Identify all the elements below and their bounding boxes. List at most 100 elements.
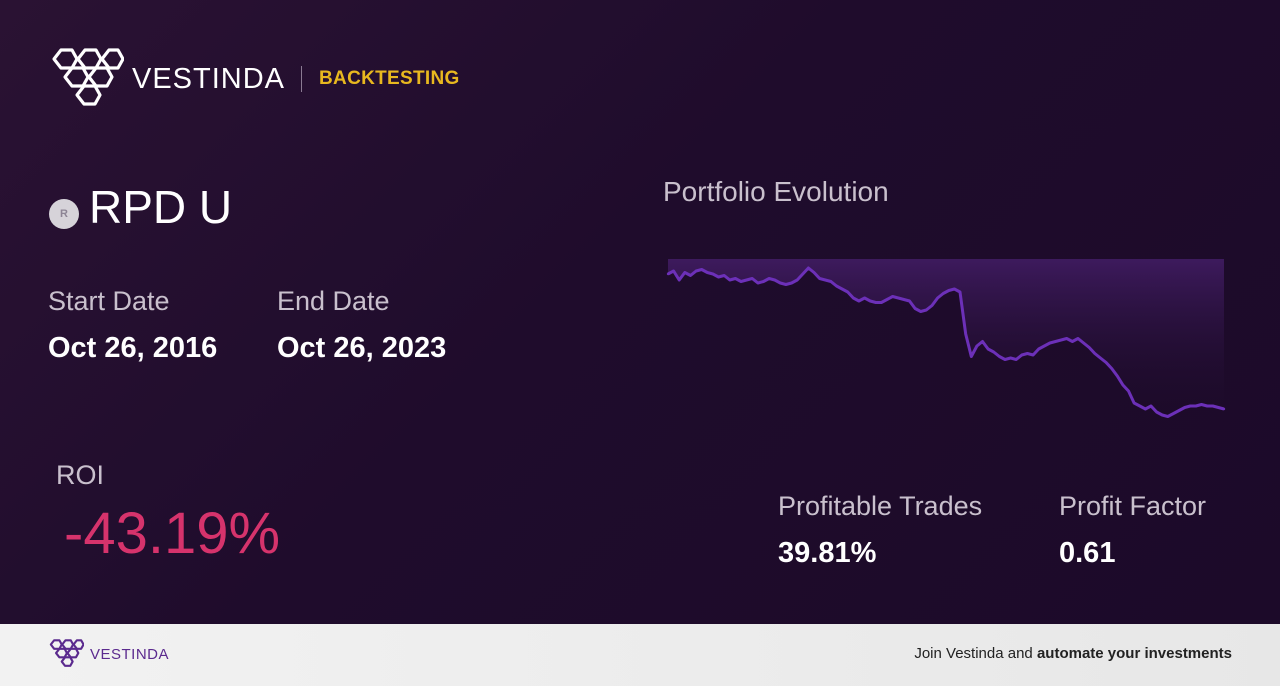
chart-point — [1003, 358, 1007, 361]
chart-point — [1099, 356, 1102, 360]
chart-point — [992, 350, 995, 354]
chart-point — [874, 301, 877, 304]
asset-ticker: RPD U — [89, 181, 233, 233]
chart-point — [1194, 404, 1198, 408]
chart-point — [897, 296, 900, 300]
chart-point — [1132, 401, 1136, 405]
chart-point — [1026, 352, 1029, 355]
end-date-value: Oct 26, 2023 — [277, 332, 447, 364]
chart-point — [1076, 337, 1080, 340]
start-date-value: Oct 26, 2016 — [48, 332, 218, 364]
chart-point — [936, 296, 939, 300]
chart-point — [683, 271, 686, 274]
chart-point — [711, 272, 715, 276]
chart-point — [1144, 407, 1147, 411]
chart-point — [942, 292, 945, 295]
chart-point — [1093, 352, 1096, 355]
chart-point — [734, 277, 737, 280]
chart-point — [756, 281, 760, 285]
chart-point — [930, 304, 934, 307]
chart-point — [1088, 346, 1091, 349]
chart-point — [1155, 410, 1158, 414]
chart-point — [891, 295, 894, 298]
backtest-card: VESTINDA BACKTESTING R RPD U Start Date … — [0, 0, 1280, 624]
chart-point — [1048, 341, 1052, 345]
chart-point — [970, 355, 973, 358]
chart-point — [700, 268, 703, 271]
chart-series-line — [667, 266, 1225, 418]
chart-point — [975, 344, 979, 348]
chart-point — [913, 307, 917, 310]
chart-point — [1110, 367, 1113, 370]
chart-point — [1059, 338, 1063, 342]
chart-point — [796, 278, 799, 282]
chart-point — [1206, 404, 1209, 408]
chart-point — [840, 287, 844, 291]
chart-point — [829, 280, 833, 283]
chart-point — [953, 287, 956, 291]
brand-divider — [301, 66, 303, 92]
chart-point — [790, 281, 793, 285]
chart-point — [1071, 340, 1074, 343]
chart-point — [852, 296, 855, 300]
chart-point — [1166, 415, 1169, 418]
chart-point — [908, 299, 911, 303]
chart-point — [689, 274, 692, 277]
chart-point — [672, 269, 675, 273]
brand-name: VESTINDA — [132, 62, 286, 95]
start-date-label: Start Date — [48, 286, 170, 316]
hexagon-logo-icon — [52, 48, 124, 106]
vestinda-logo[interactable]: VESTINDA BACKTESTING — [48, 46, 460, 112]
chart-point — [1217, 406, 1220, 409]
hexagon-logo-icon — [49, 639, 84, 667]
chart-point — [706, 271, 709, 274]
chart-point — [1116, 374, 1119, 378]
chart-point — [767, 277, 771, 280]
footer-logo[interactable]: VESTINDA — [48, 638, 169, 670]
chart-point — [779, 281, 782, 285]
chart-point — [880, 301, 883, 304]
chart-point — [869, 299, 872, 303]
chart-point — [964, 332, 967, 336]
chart-point — [1183, 406, 1186, 409]
footer-bar: VESTINDA Join Vestinda and automate your… — [0, 624, 1280, 686]
chart-point — [773, 278, 776, 282]
chart-area-fill — [668, 259, 1224, 417]
chart-point — [986, 347, 990, 351]
chart-point — [947, 289, 950, 292]
roi-value: -43.19% — [64, 501, 281, 566]
chart-point — [717, 275, 720, 279]
portfolio-evolution-chart — [666, 259, 1226, 418]
chart-point — [801, 272, 804, 276]
chart-point — [1127, 389, 1130, 393]
chart-point — [1121, 383, 1125, 387]
chart-point — [885, 298, 889, 301]
chart-point — [958, 290, 962, 294]
chart-point — [1161, 413, 1164, 417]
chart-point — [1031, 353, 1035, 357]
chart-point — [1104, 361, 1108, 364]
chart-point — [807, 266, 810, 270]
chart-point — [835, 284, 838, 288]
chart-point — [812, 271, 816, 274]
chart-point — [1189, 404, 1192, 408]
chart-point — [1177, 409, 1181, 412]
chart-point — [723, 274, 726, 277]
chart-point — [1138, 404, 1141, 408]
chart-point — [902, 298, 906, 301]
chart-point — [981, 340, 984, 343]
end-date-label: End Date — [277, 286, 390, 316]
chart-point — [694, 269, 698, 273]
chart-point — [1082, 341, 1085, 345]
footer-cta-link[interactable]: Join Vestinda and automate your investme… — [914, 645, 1232, 662]
chart-point — [745, 278, 748, 282]
chart-point — [1043, 344, 1046, 348]
chart-point — [784, 283, 788, 286]
chart-point — [1054, 340, 1057, 343]
chart-point — [762, 280, 765, 283]
chart-point — [678, 278, 681, 282]
chart-point — [857, 299, 861, 303]
footer-cta-bold: automate your investments — [1036, 645, 1232, 662]
asset-avatar: R — [49, 199, 79, 229]
chart-point — [863, 296, 866, 300]
